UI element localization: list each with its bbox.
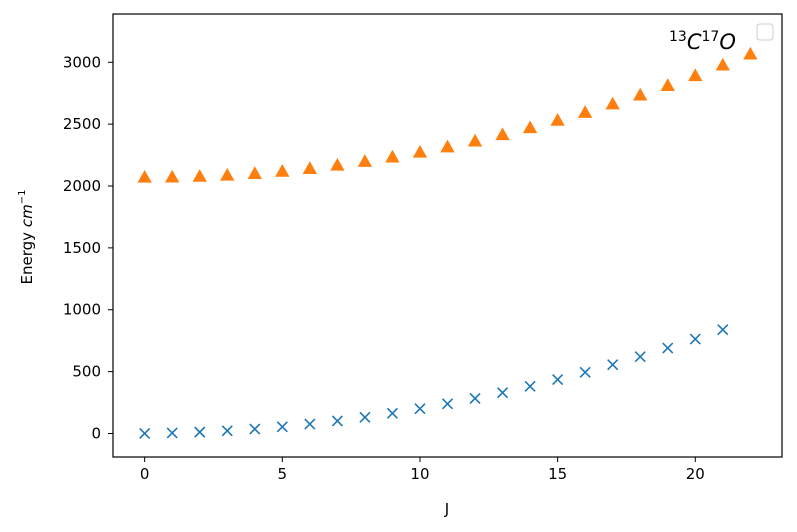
data-point-x-marker	[221, 425, 233, 437]
x-tick-label: 0	[140, 465, 150, 483]
data-point-x-marker	[607, 359, 619, 371]
data-point-triangle-marker	[302, 161, 318, 174]
x-tick-label: 15	[548, 465, 567, 483]
data-point-x-marker	[249, 423, 261, 435]
data-point-triangle-marker	[633, 87, 648, 101]
data-point-x-marker	[441, 398, 454, 410]
data-point-triangle-marker	[715, 57, 730, 71]
y-axis-label-unit: cm	[18, 204, 36, 227]
data-point-triangle-marker	[357, 154, 373, 167]
data-point-triangle-marker	[275, 163, 290, 177]
data-point-triangle-marker	[495, 127, 510, 141]
legend-box	[756, 23, 774, 41]
data-point-x-marker	[524, 380, 536, 392]
data-point-x-marker	[304, 418, 316, 430]
title-isotope-1: 13	[669, 29, 687, 45]
data-point-triangle-marker	[220, 167, 235, 181]
data-point-triangle-marker	[605, 96, 620, 110]
y-tick-label: 500	[72, 363, 101, 381]
x-tick-label: 10	[410, 465, 429, 483]
data-point-x-marker	[634, 351, 646, 363]
y-axis-label: Energy cm−1	[17, 190, 36, 285]
data-point-triangle-marker	[412, 144, 428, 158]
x-axis-ticks: 0 5 10 15 20	[140, 457, 705, 483]
y-tick-label: 1000	[63, 301, 101, 319]
series-1	[139, 324, 729, 440]
plot-area-frame	[112, 13, 783, 458]
y-tick-label: 1500	[63, 239, 101, 257]
data-point-triangle-marker	[247, 166, 262, 179]
data-point-triangle-marker	[688, 68, 703, 82]
data-point-triangle-marker	[550, 113, 565, 126]
data-point-x-marker	[359, 411, 371, 423]
data-point-x-marker	[552, 373, 564, 386]
data-point-triangle-marker	[577, 105, 593, 118]
y-axis-label-text: Energy	[18, 227, 36, 284]
x-tick-label: 5	[278, 465, 288, 483]
y-tick-label: 3000	[63, 53, 101, 71]
data-point-x-marker	[386, 407, 399, 419]
chart-title: 13C17O	[669, 29, 736, 54]
y-tick-label: 0	[91, 424, 101, 442]
data-point-x-marker	[276, 421, 288, 433]
data-point-x-marker	[717, 324, 729, 336]
data-point-x-marker	[194, 426, 206, 438]
data-point-triangle-marker	[522, 120, 538, 134]
y-tick-label: 2500	[63, 115, 101, 133]
series-2	[137, 46, 758, 183]
data-point-triangle-marker	[165, 169, 180, 183]
x-axis-label: J	[444, 500, 449, 518]
y-axis-label-exponent: −1	[17, 190, 28, 205]
data-point-x-marker	[496, 387, 509, 399]
data-point-triangle-marker	[440, 139, 455, 153]
y-tick-label: 2000	[63, 177, 101, 195]
data-point-x-marker	[139, 427, 151, 440]
data-point-x-marker	[469, 392, 481, 405]
data-point-x-marker	[662, 342, 674, 354]
y-axis-ticks: 0 500 1000 1500 2000 2500 3000	[63, 53, 113, 442]
data-point-x-marker	[689, 333, 701, 345]
data-point-triangle-marker	[743, 46, 758, 60]
data-point-x-marker	[331, 415, 343, 427]
title-element-1: C	[687, 30, 702, 54]
data-marks	[137, 46, 758, 440]
data-point-x-marker	[579, 366, 591, 378]
data-point-triangle-marker	[137, 169, 152, 183]
data-point-x-marker	[166, 427, 178, 439]
data-point-triangle-marker	[467, 133, 483, 147]
x-tick-label: 20	[686, 465, 705, 483]
data-point-x-marker	[414, 403, 426, 415]
data-point-triangle-marker	[330, 157, 345, 171]
data-point-triangle-marker	[660, 78, 675, 91]
title-isotope-2: 17	[702, 29, 720, 45]
title-element-2: O	[719, 30, 736, 54]
data-point-triangle-marker	[192, 169, 207, 182]
data-point-triangle-marker	[385, 149, 400, 163]
